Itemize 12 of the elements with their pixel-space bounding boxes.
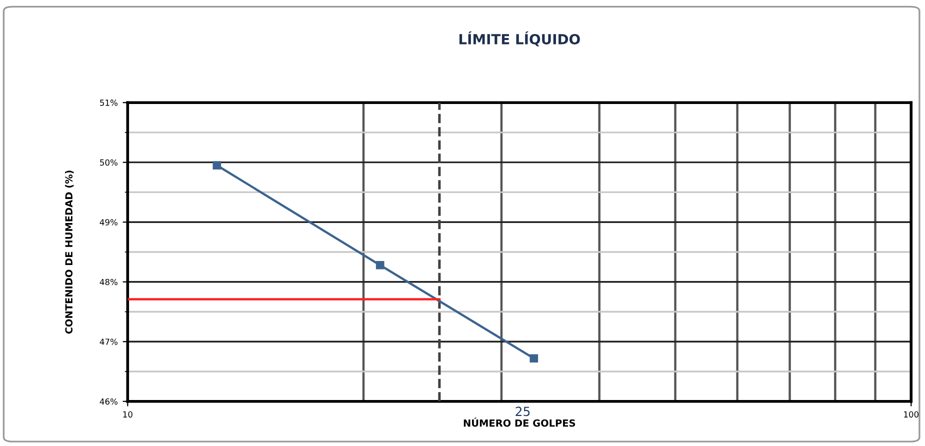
y-tick-label: 47%	[100, 338, 118, 345]
x-tick-label: 10	[123, 411, 132, 418]
y-tick-label: 46%	[100, 398, 118, 405]
y-tick-label: 48%	[100, 278, 118, 286]
y-tick-label: 51%	[100, 100, 118, 106]
y-tick-label: 50%	[100, 159, 118, 166]
x-tick-label: 100	[904, 411, 919, 418]
ref-line-label: 25	[516, 406, 530, 416]
x-axis-title: NÚMERO DE GOLPES	[464, 418, 576, 427]
chart-title: LÍMITE LÍQUIDO	[459, 31, 580, 46]
y-tick-label: 49%	[100, 219, 118, 226]
y-axis-title: CONTENIDO DE HUMEDAD (%)	[65, 170, 74, 334]
